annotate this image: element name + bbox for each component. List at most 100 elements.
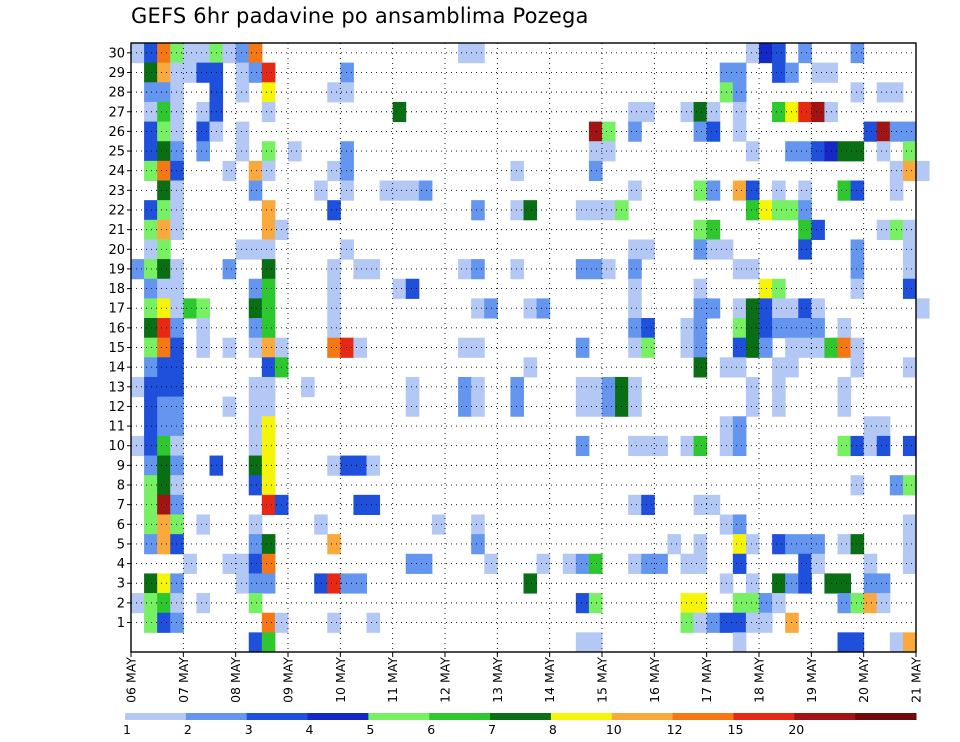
heatmap-cell bbox=[798, 43, 812, 64]
heatmap-cell bbox=[248, 298, 263, 319]
heatmap-cell bbox=[837, 376, 852, 398]
chart-title: GEFS 6hr padavine po ansamblima Pozega bbox=[131, 4, 589, 28]
heatmap-cell bbox=[575, 337, 590, 358]
y-tick-label: 7 bbox=[117, 498, 125, 513]
heatmap-cell bbox=[759, 298, 773, 319]
heatmap-cell bbox=[876, 219, 891, 240]
heatmap-cell bbox=[732, 593, 747, 614]
heatmap-cell bbox=[235, 239, 250, 260]
heatmap-cell bbox=[157, 141, 171, 162]
heatmap-cell bbox=[471, 534, 485, 555]
heatmap-cell bbox=[588, 632, 603, 653]
heatmap-cell bbox=[641, 553, 655, 574]
heatmap-cell bbox=[628, 101, 642, 123]
heatmap-cell bbox=[772, 101, 786, 123]
heatmap-cell bbox=[471, 200, 485, 221]
heatmap-cell bbox=[876, 593, 891, 614]
heatmap-cell bbox=[353, 337, 367, 358]
y-tick-label: 24 bbox=[108, 164, 125, 179]
grid-lines bbox=[131, 43, 916, 652]
heatmap-cell bbox=[261, 259, 276, 280]
heatmap-cell bbox=[745, 573, 760, 594]
heatmap-cell bbox=[837, 180, 852, 201]
heatmap-cell bbox=[261, 278, 276, 299]
x-tick-label: 20 MAY bbox=[856, 657, 871, 703]
heatmap-cell bbox=[902, 259, 917, 280]
heatmap-cell bbox=[902, 357, 917, 378]
heatmap-cell bbox=[732, 416, 747, 437]
heatmap-cell bbox=[772, 200, 786, 221]
heatmap-cell bbox=[811, 62, 825, 83]
heatmap-cell bbox=[261, 416, 276, 437]
heatmap-cell bbox=[170, 455, 184, 476]
heatmap-cell bbox=[144, 160, 158, 182]
heatmap-cell bbox=[706, 180, 721, 201]
heatmap-cell bbox=[628, 553, 642, 574]
heatmap-cell bbox=[863, 435, 878, 457]
heatmap-cell bbox=[693, 219, 708, 240]
heatmap-cell bbox=[157, 475, 171, 496]
heatmap-cell bbox=[340, 62, 354, 83]
heatmap-cell bbox=[850, 43, 865, 64]
heatmap-cell bbox=[196, 318, 210, 339]
heatmap-cell bbox=[170, 101, 184, 123]
heatmap-cell bbox=[837, 337, 852, 358]
heatmap-cell bbox=[327, 298, 341, 319]
heatmap-cell bbox=[144, 121, 158, 142]
y-tick-label: 15 bbox=[108, 341, 125, 356]
heatmap-cell bbox=[759, 612, 773, 633]
heatmap-cell bbox=[196, 101, 210, 123]
heatmap-cell bbox=[628, 494, 642, 515]
colorbar-swatch bbox=[794, 713, 856, 720]
heatmap-cell bbox=[418, 553, 433, 574]
y-tick-label: 2 bbox=[117, 596, 125, 611]
heatmap-cell bbox=[183, 62, 197, 83]
heatmap-cell bbox=[196, 514, 210, 535]
heatmap-cell bbox=[157, 494, 171, 515]
heatmap-cell bbox=[170, 475, 184, 496]
heatmap-cell bbox=[405, 278, 420, 299]
heatmap-cell bbox=[693, 180, 708, 201]
heatmap-cell bbox=[876, 573, 891, 594]
y-tick-label: 10 bbox=[108, 439, 125, 454]
heatmap-cell bbox=[837, 632, 852, 653]
colorbar-label: 3 bbox=[245, 722, 253, 737]
heatmap-cell bbox=[772, 573, 786, 594]
heatmap-cell bbox=[693, 337, 708, 358]
heatmap-cell bbox=[157, 573, 171, 594]
heatmap-cell bbox=[732, 62, 747, 83]
heatmap-cell bbox=[144, 396, 158, 417]
heatmap-cell bbox=[235, 82, 250, 103]
heatmap-cell bbox=[811, 101, 825, 123]
heatmap-cell bbox=[693, 435, 708, 457]
heatmap-cell bbox=[745, 396, 760, 417]
heatmap-cell bbox=[366, 612, 381, 633]
heatmap-cell bbox=[837, 534, 852, 555]
heatmap-cell bbox=[798, 573, 812, 594]
heatmap-cell bbox=[131, 435, 145, 457]
heatmap-cell bbox=[157, 298, 171, 319]
x-tick-label: 10 MAY bbox=[333, 657, 348, 703]
heatmap-cell bbox=[562, 553, 577, 574]
heatmap-cell bbox=[772, 43, 786, 64]
heatmap-cell bbox=[575, 200, 590, 221]
heatmap-cell bbox=[850, 337, 865, 358]
heatmap-cell bbox=[261, 298, 276, 319]
heatmap-cell bbox=[850, 632, 865, 653]
heatmap-cell bbox=[759, 43, 773, 64]
heatmap-cells bbox=[131, 43, 930, 653]
heatmap-cell bbox=[772, 593, 786, 614]
heatmap-cell bbox=[261, 337, 276, 358]
heatmap-cell bbox=[850, 82, 865, 103]
heatmap-cell bbox=[248, 416, 263, 437]
heatmap-cell bbox=[248, 376, 263, 398]
heatmap-cell bbox=[261, 455, 276, 476]
heatmap-cell bbox=[471, 376, 485, 398]
heatmap-cell bbox=[261, 534, 276, 555]
heatmap-cell bbox=[170, 337, 184, 358]
heatmap-cell bbox=[732, 259, 747, 280]
heatmap-cell bbox=[798, 141, 812, 162]
y-tick-label: 1 bbox=[117, 616, 125, 631]
heatmap-cell bbox=[144, 43, 158, 64]
heatmap-cell bbox=[510, 160, 524, 182]
